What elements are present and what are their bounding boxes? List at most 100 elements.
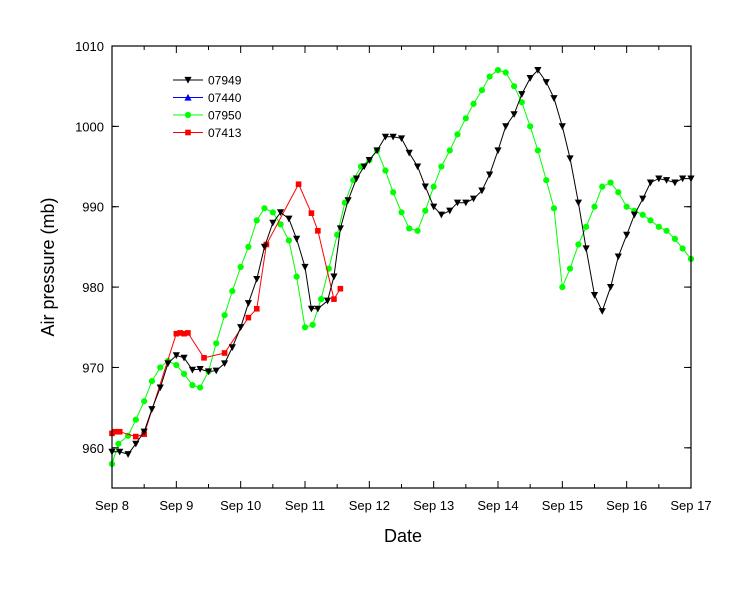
data-point <box>352 175 361 183</box>
data-point <box>253 217 260 224</box>
data-point <box>518 99 525 106</box>
data-point <box>116 428 123 435</box>
data-point <box>398 209 405 216</box>
legend-marker <box>184 111 192 119</box>
data-point <box>337 285 344 292</box>
data-point <box>470 100 477 107</box>
y-tick-label: 1010 <box>75 39 104 54</box>
data-point <box>430 183 437 190</box>
data-point <box>598 308 606 315</box>
data-point <box>534 147 541 154</box>
x-tick-label: Sep 15 <box>542 498 583 513</box>
data-point <box>590 292 599 299</box>
data-point <box>269 209 276 216</box>
data-point <box>220 360 229 368</box>
data-point <box>157 364 164 371</box>
data-point <box>201 355 207 361</box>
data-point <box>486 171 494 179</box>
data-point <box>671 235 679 242</box>
x-tick-label: Sep 10 <box>220 498 261 513</box>
data-point <box>534 67 542 74</box>
data-point <box>390 189 397 196</box>
data-point <box>397 135 406 143</box>
data-point <box>437 211 445 219</box>
data-point <box>181 330 187 337</box>
data-point <box>582 245 590 253</box>
legend: 07949 07440 07950 07413 <box>173 74 242 140</box>
data-point <box>422 207 429 214</box>
data-point <box>365 157 373 164</box>
data-point <box>336 225 344 233</box>
data-point <box>550 95 558 102</box>
data-point <box>413 163 422 171</box>
data-point <box>559 283 566 291</box>
data-point <box>341 199 348 206</box>
data-point <box>344 197 352 204</box>
legend-label: 07949 <box>208 74 242 88</box>
data-point <box>141 398 148 405</box>
data-point <box>237 324 245 331</box>
data-point <box>679 245 686 252</box>
data-point <box>293 273 300 280</box>
y-tick-label: 990 <box>82 200 104 215</box>
data-point <box>446 147 453 154</box>
data-point <box>124 451 132 458</box>
data-point <box>228 344 236 351</box>
data-point <box>646 179 655 187</box>
data-point <box>301 263 309 271</box>
x-tick-label: Sep 8 <box>95 498 129 513</box>
data-point <box>542 79 550 86</box>
data-point <box>116 448 124 456</box>
data-point <box>360 163 368 171</box>
legend-label: 07440 <box>208 91 242 105</box>
data-point <box>253 275 261 283</box>
data-point <box>671 179 679 187</box>
data-point <box>112 428 119 435</box>
data-point <box>315 228 321 234</box>
y-tick-label: 980 <box>82 280 104 295</box>
data-point <box>177 330 183 336</box>
data-point <box>599 183 606 190</box>
data-point <box>469 195 478 203</box>
legend-label: 07950 <box>208 109 242 123</box>
data-point <box>197 384 204 391</box>
data-point <box>221 350 228 356</box>
data-point <box>502 69 509 76</box>
data-point <box>269 219 277 227</box>
series-line <box>111 69 692 465</box>
data-point <box>180 370 188 377</box>
data-point <box>307 305 316 313</box>
data-point <box>406 225 413 232</box>
data-point <box>132 416 139 423</box>
data-point <box>663 227 670 234</box>
data-point <box>185 330 191 336</box>
x-tick-label: Sep 16 <box>606 498 647 513</box>
data-point <box>446 207 454 215</box>
data-point <box>630 211 638 219</box>
data-point <box>679 175 687 183</box>
data-point <box>189 382 196 389</box>
data-point <box>213 340 220 347</box>
y-tick-label: 960 <box>82 441 104 456</box>
data-point <box>438 163 445 170</box>
data-point <box>607 179 614 186</box>
data-point <box>148 406 156 413</box>
data-point <box>148 378 155 385</box>
x-tick-label: Sep 13 <box>413 498 454 513</box>
data-point <box>164 360 172 368</box>
data-point <box>606 283 615 291</box>
data-point <box>323 297 332 305</box>
data-point <box>486 73 493 80</box>
data-point <box>494 147 502 155</box>
legend-item: 07413 <box>173 126 242 140</box>
series-line <box>112 69 691 455</box>
legend-item: 07949 <box>173 74 242 88</box>
data-point <box>172 352 180 359</box>
data-point <box>453 199 462 207</box>
legend-marker <box>184 93 192 101</box>
data-point <box>421 183 429 191</box>
data-point <box>260 243 269 251</box>
series-07950 <box>108 67 695 467</box>
data-point <box>510 111 518 118</box>
data-point <box>285 215 293 223</box>
